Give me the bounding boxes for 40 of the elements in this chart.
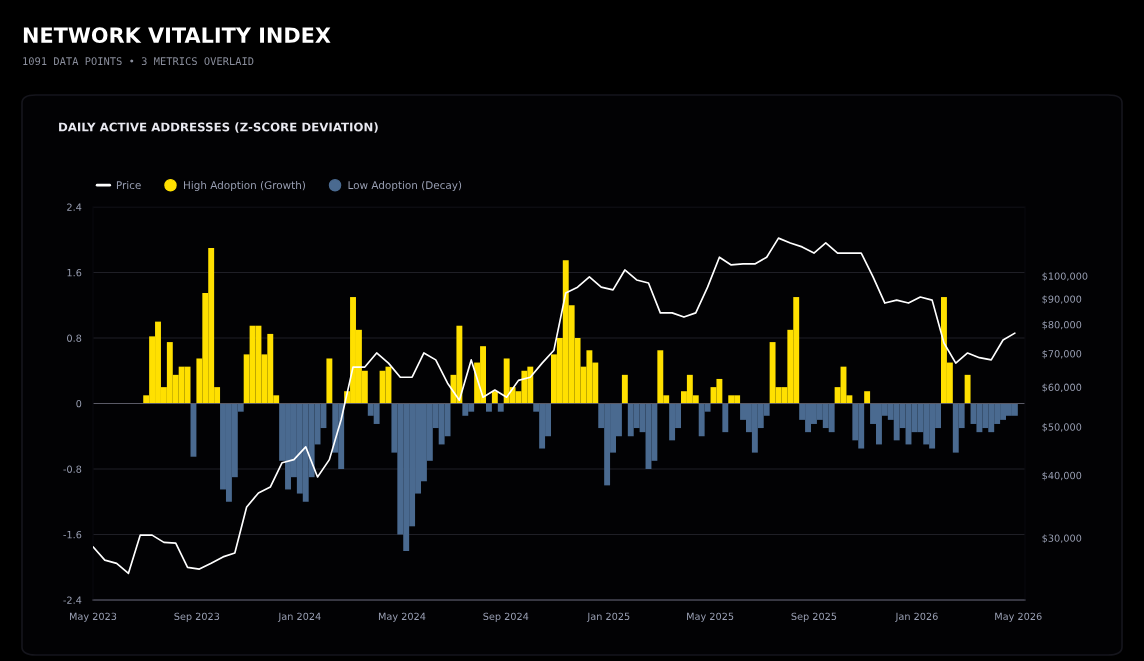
bar: [485, 403, 492, 412]
x-tick-label: Jan 2025: [586, 612, 630, 622]
y2-tick-label: $70,000: [1042, 349, 1082, 359]
bar: [964, 374, 971, 404]
y2-tick-label: $80,000: [1042, 320, 1082, 330]
y-tick-label: 0.8: [67, 334, 82, 342]
x-tick-label: Sep 2025: [791, 612, 837, 622]
x-tick-label: Sep 2024: [483, 612, 529, 622]
x-tick-label: May 2024: [378, 612, 426, 622]
y-tick-label: 1.6: [67, 268, 82, 277]
x-tick-label: May 2026: [995, 612, 1042, 622]
y2-tick-label: $50,000: [1042, 423, 1082, 432]
legend-label: Low Adoption (Decay): [348, 180, 462, 192]
y2-tick-label: $30,000: [1042, 534, 1082, 544]
bar: [722, 403, 729, 433]
y-tick-label: -1.6: [63, 530, 82, 539]
y-tick-label: -0.8: [63, 465, 82, 473]
y2-tick-label: $100,000: [1042, 272, 1088, 282]
text: DAILY ACTIVE ADDRESSES (Z-SCORE DEVIATION): [59, 122, 378, 133]
bar: [864, 391, 871, 404]
legend-label: High Adoption (Growth): [184, 180, 305, 192]
bar: [621, 374, 628, 404]
chart-subtitle: 1091 DATA POINTS • 3 METRICS OVERLAID: [23, 57, 254, 66]
y2-tick-label: $60,000: [1042, 383, 1082, 393]
x-tick-label: Jan 2024: [277, 612, 321, 622]
legend-label: Price: [116, 180, 141, 190]
x-tick-label: Sep 2023: [174, 612, 220, 622]
bar: [497, 403, 504, 412]
bar: [491, 391, 498, 404]
y-tick-label: -2.4: [63, 596, 82, 604]
line-series: [93, 237, 1016, 575]
x-tick-label: May 2023: [69, 612, 117, 622]
y2-tick-label: $40,000: [1042, 471, 1082, 481]
y-tick-label: 2.4: [67, 203, 82, 211]
x-tick-label: Jan 2026: [895, 612, 938, 622]
x-tick-label: May 2025: [687, 612, 734, 622]
chart-title: NETWORK VITALITY INDEX: [23, 27, 331, 44]
bar: [326, 358, 333, 404]
y2-tick-label: $90,000: [1042, 295, 1082, 305]
y-tick-label: 0: [76, 399, 82, 408]
